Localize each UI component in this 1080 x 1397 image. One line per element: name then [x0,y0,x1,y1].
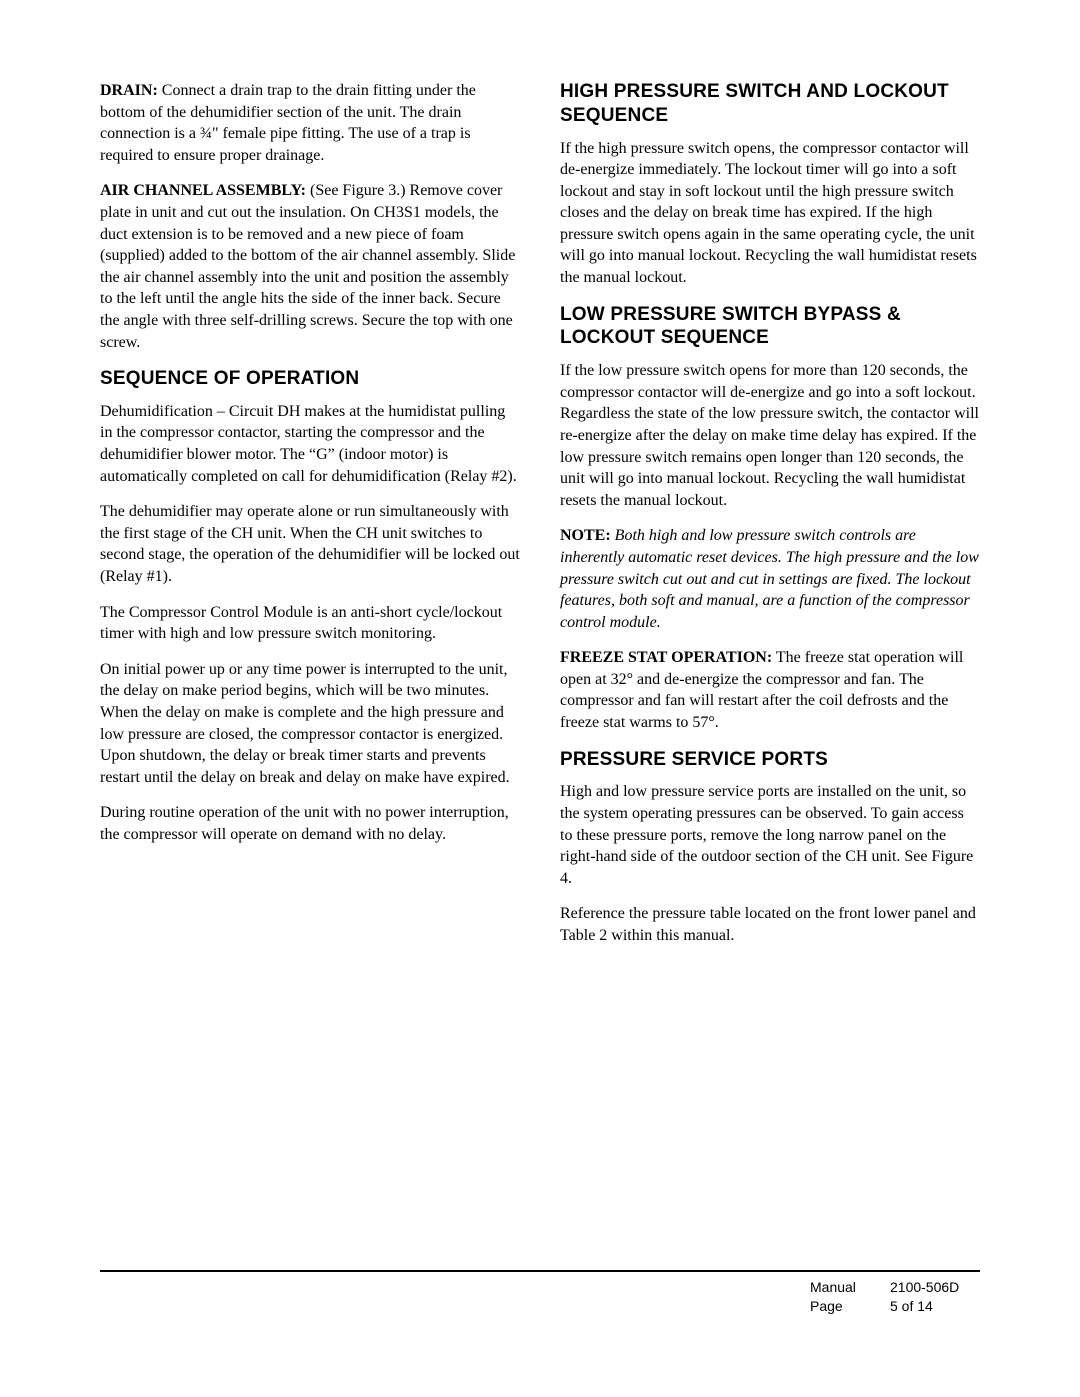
psp-p2: Reference the pressure table located on … [560,903,980,946]
psp-p1: High and low pressure service ports are … [560,781,980,889]
note-text: Both high and low pressure switch contro… [560,527,979,630]
drain-label: DRAIN: [100,82,158,99]
footer-page-value: 5 of 14 [890,1297,980,1317]
freeze-paragraph: FREEZE STAT OPERATION: The freeze stat o… [560,647,980,733]
footer-rule [100,1270,980,1272]
high-pressure-heading: HIGH PRESSURE SWITCH AND LOCKOUT SEQUENC… [560,80,980,128]
footer-manual-value: 2100-506D [890,1278,980,1298]
drain-paragraph: DRAIN: Connect a drain trap to the drain… [100,80,520,166]
seq-p5: During routine operation of the unit wit… [100,802,520,845]
page-footer: Manual 2100-506D Page 5 of 14 [100,1270,980,1317]
footer-row-manual: Manual 2100-506D [100,1278,980,1298]
air-channel-paragraph: AIR CHANNEL ASSEMBLY: (See Figure 3.) Re… [100,180,520,353]
seq-p2: The dehumidifier may operate alone or ru… [100,501,520,587]
left-column: DRAIN: Connect a drain trap to the drain… [100,80,520,961]
air-channel-text: (See Figure 3.) Remove cover plate in un… [100,182,515,350]
right-column: HIGH PRESSURE SWITCH AND LOCKOUT SEQUENC… [560,80,980,961]
lp-p1: If the low pressure switch opens for mor… [560,360,980,511]
footer-page-label: Page [810,1297,870,1317]
footer-row-page: Page 5 of 14 [100,1297,980,1317]
footer-manual-label: Manual [810,1278,870,1298]
low-pressure-heading: LOW PRESSURE SWITCH BYPASS & LOCKOUT SEQ… [560,303,980,351]
freeze-label: FREEZE STAT OPERATION: [560,649,772,666]
note-paragraph: NOTE: Both high and low pressure switch … [560,525,980,633]
pressure-service-ports-heading: PRESSURE SERVICE PORTS [560,748,980,772]
page-columns: DRAIN: Connect a drain trap to the drain… [100,80,980,961]
sequence-heading: SEQUENCE OF OPERATION [100,367,520,391]
air-channel-label: AIR CHANNEL ASSEMBLY: [100,182,306,199]
hp-p1: If the high pressure switch opens, the c… [560,138,980,289]
seq-p3: The Compressor Control Module is an anti… [100,602,520,645]
note-label: NOTE: [560,527,611,544]
footer-text-block: Manual 2100-506D Page 5 of 14 [100,1278,980,1317]
seq-p1: Dehumidification – Circuit DH makes at t… [100,401,520,487]
seq-p4: On initial power up or any time power is… [100,659,520,789]
